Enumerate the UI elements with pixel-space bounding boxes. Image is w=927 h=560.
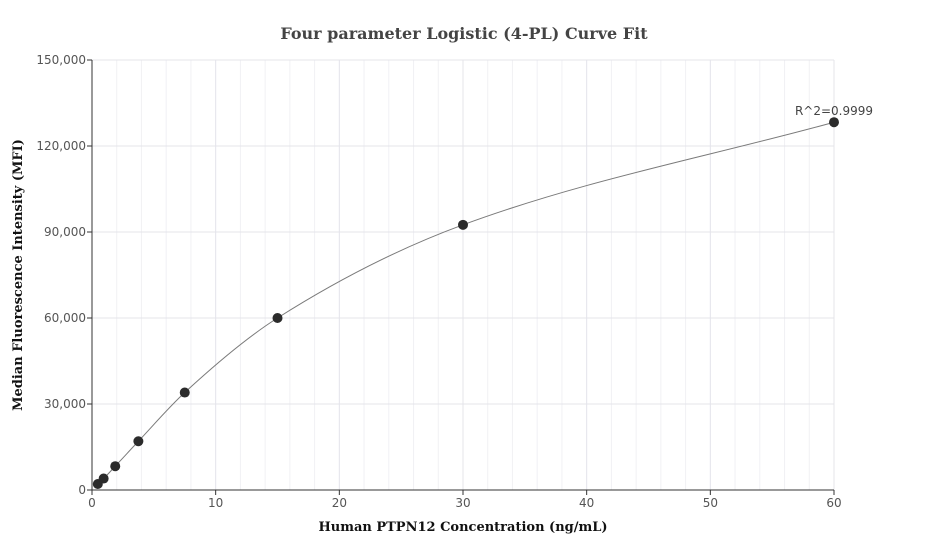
data-point	[179, 387, 190, 398]
points-layer	[92, 117, 839, 489]
labels-layer: 0 10 20 30 40 50 60 0 30,000 60,000 90,000 120,000 1…	[36, 53, 841, 510]
x-tick-label: 60	[826, 496, 841, 510]
y-axis-title: Median Fluorescence Intensity (MFI)	[11, 139, 26, 411]
x-tick-label: 20	[332, 496, 347, 510]
x-tick-label: 50	[703, 496, 718, 510]
x-tick-label: 30	[455, 496, 470, 510]
r-squared-annotation: R^2=0.9999	[795, 104, 873, 118]
x-tick-label: 10	[208, 496, 223, 510]
fit-curve	[97, 121, 835, 485]
y-tick-label: 30,000	[44, 397, 86, 411]
x-axis-title: Human PTPN12 Concentration (ng/mL)	[318, 520, 607, 535]
data-point	[133, 436, 144, 447]
y-tick-label: 90,000	[44, 225, 86, 239]
y-tick-label: 0	[78, 483, 86, 497]
data-point	[458, 219, 468, 230]
data-point	[829, 117, 839, 128]
chart-title: Four parameter Logistic (4-PL) Curve Fit	[280, 24, 648, 43]
y-tick-label: 120,000	[36, 139, 86, 153]
y-tick-label: 60,000	[44, 311, 86, 325]
axes-layer	[87, 59, 835, 495]
data-point	[98, 473, 109, 484]
data-point	[272, 313, 283, 323]
x-tick-label: 0	[88, 496, 96, 510]
grid-layer	[91, 59, 835, 491]
x-tick-label: 40	[579, 496, 594, 510]
data-point	[110, 461, 121, 472]
y-tick-label: 150,000	[36, 53, 86, 67]
